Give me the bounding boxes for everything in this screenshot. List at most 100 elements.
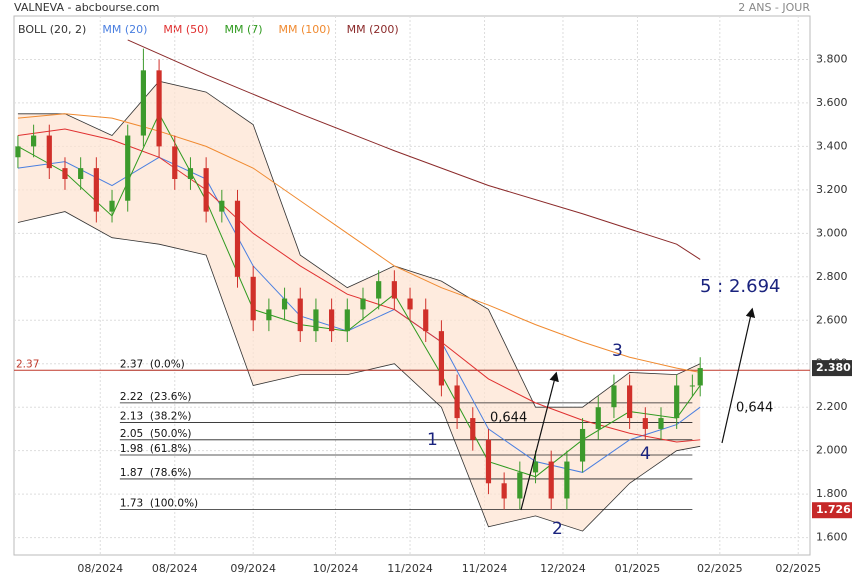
price-line-label: 2.37 (16, 358, 39, 370)
candle-body (297, 298, 303, 332)
candle-body (485, 439, 492, 484)
y-tick-label: 2.000 (816, 444, 848, 457)
arrow (721, 307, 756, 444)
candle-body (579, 428, 586, 462)
y-tick-label: 1.800 (816, 487, 848, 500)
x-tick-label: 02/2025 (697, 562, 743, 575)
x-tick-label: 10/2024 (313, 562, 359, 575)
candle-body (172, 146, 178, 180)
x-tick-label: 08/2024 (77, 562, 123, 575)
price-tag-label: 2.380 (816, 361, 851, 374)
candle-body (266, 309, 272, 321)
fib-label: 2.37 (0.0%) (120, 358, 185, 370)
y-tick-label: 3.800 (816, 52, 848, 65)
x-tick-label: 12/2024 (540, 562, 586, 575)
fib-label: 2.22 (23.6%) (120, 391, 192, 403)
candle-body (344, 309, 350, 332)
candle-body (15, 146, 21, 158)
candle-body (313, 309, 319, 332)
candle-body (31, 135, 37, 147)
candle-body (391, 281, 397, 299)
candle-body (234, 200, 241, 277)
plot-frame (13, 15, 811, 556)
candle-body (360, 298, 366, 310)
candle-body (109, 200, 115, 212)
annotation: 2 (552, 519, 563, 539)
candle-body (93, 168, 99, 212)
candle-body (689, 385, 695, 387)
ma-line (17, 128, 701, 443)
fib-label: 2.13 (38.2%) (120, 410, 192, 422)
candle-body (329, 309, 335, 332)
price-tag (812, 360, 852, 377)
candle-body (438, 331, 445, 386)
candle-body (423, 309, 429, 332)
candle-body (595, 407, 601, 429)
annotation: 3 (612, 341, 623, 361)
x-tick-label: 08/2024 (152, 562, 198, 575)
band-upper (17, 80, 701, 408)
fib-label: 1.98 (61.8%) (120, 443, 192, 455)
price-tag (812, 502, 852, 519)
candle-body (658, 418, 664, 429)
candle-body (627, 385, 633, 419)
candle-body (250, 276, 256, 321)
ma-line (17, 113, 701, 373)
candle-body (564, 461, 570, 499)
candle-body (62, 168, 68, 180)
y-tick-label: 3.600 (816, 96, 848, 109)
candle-body (125, 135, 131, 201)
legend-entry: BOLL (20, 2) (18, 23, 86, 36)
candle-body (642, 418, 648, 429)
fib-label: 2.05 (50.0%) (120, 428, 192, 440)
y-tick-label: 3.400 (816, 139, 848, 152)
price-tag-label: 1.726 (816, 503, 851, 516)
arrow (520, 371, 559, 511)
ma-line (127, 39, 701, 260)
fib-label: 1.87 (78.6%) (120, 467, 192, 479)
legend-entry: MM (7) (224, 23, 262, 36)
candle-body (203, 168, 209, 212)
candle-body (376, 281, 382, 299)
chart-title: VALNEVA - abcbourse.com (14, 1, 159, 14)
candle-body (219, 200, 225, 212)
candle-body (156, 70, 162, 147)
legend-entry: MM (20) (102, 23, 147, 36)
candle-body (532, 461, 539, 473)
chart-subtitle: 2 ANS - JOUR (738, 1, 810, 14)
candle-body (187, 168, 194, 180)
annotation: 1 (427, 430, 438, 450)
x-tick-label: 11/2024 (462, 562, 508, 575)
ma-line (17, 112, 701, 478)
legend-entry: MM (200) (347, 23, 399, 36)
candle-body (454, 385, 460, 419)
legend: BOLL (20, 2) MM (20) MM (50) MM (7) MM (100)… (18, 23, 399, 36)
y-tick-label: 2.200 (816, 400, 848, 413)
candle-body (470, 418, 476, 440)
x-tick-label: 01/2025 (615, 562, 661, 575)
candle-body (46, 135, 52, 169)
candle-body (501, 483, 507, 499)
candle-body (697, 368, 703, 386)
annotation: 0,644 (736, 401, 773, 416)
candle-body (78, 168, 84, 180)
x-tick-label: 11/2024 (387, 562, 433, 575)
candle-body (611, 385, 617, 408)
band-lower (17, 211, 701, 532)
band-fill (17, 81, 701, 532)
y-tick-label: 1.600 (816, 531, 848, 544)
y-tick-label: 3.200 (816, 183, 848, 196)
candle-body (674, 385, 680, 419)
y-tick-label: 2.800 (816, 270, 848, 283)
candle-body (281, 298, 288, 310)
annotation: 0,644 (490, 411, 527, 426)
ma-line (17, 156, 701, 473)
candle-body (517, 472, 523, 499)
x-tick-label: 09/2024 (230, 562, 276, 575)
fib-label: 1.73 (100.0%) (120, 497, 198, 509)
legend-entry: MM (100) (279, 23, 331, 36)
annotation: 5 : 2.694 (700, 276, 781, 297)
y-tick-label: 3.000 (816, 226, 848, 239)
legend-entry: MM (50) (163, 23, 208, 36)
